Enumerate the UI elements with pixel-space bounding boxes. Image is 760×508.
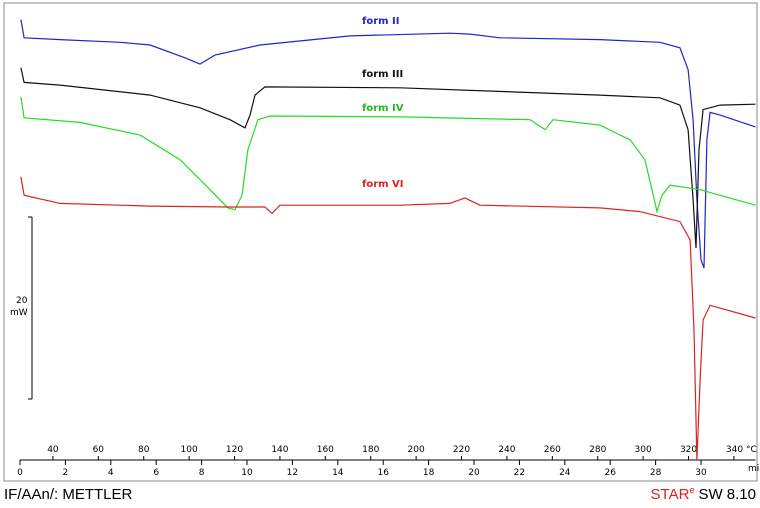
x2-tick-label: 320: [680, 445, 697, 455]
x-tick-label: 14: [332, 468, 344, 478]
x2-tick-label: 140: [271, 445, 288, 455]
frame: [3, 2, 758, 482]
x2-tick-label: 80: [138, 445, 150, 455]
footer-right: STARe SW 8.10: [651, 485, 756, 503]
x2-tick-label: 100: [181, 445, 198, 455]
x2-tick-label: 200: [408, 445, 425, 455]
x-tick-label: 22: [514, 468, 525, 478]
series-label: form VI: [362, 179, 404, 190]
brand-sup: e: [689, 485, 694, 495]
series-label: form II: [362, 16, 400, 27]
x2-tick-label: 40: [47, 445, 59, 455]
scale-bar-unit: mW: [10, 308, 28, 318]
footer-left: IF/AAn/: METTLER: [4, 486, 133, 503]
x2-tick-label: 180: [362, 445, 379, 455]
data-line: [20, 176, 756, 461]
x-tick-label: 26: [604, 468, 616, 478]
x2-tick-label: 280: [589, 445, 606, 455]
x2-tick-label: 300: [635, 445, 652, 455]
series-label: form IV: [362, 103, 404, 114]
brand: STAR: [651, 486, 690, 503]
version: SW 8.10: [698, 486, 756, 503]
x-axis-label: min: [748, 464, 760, 474]
x2-tick-label: 340 °C: [726, 445, 757, 455]
x-tick-label: 2: [63, 468, 69, 478]
x-tick-label: 30: [695, 468, 707, 478]
x-tick-label: 24: [559, 468, 571, 478]
x2-tick-label: 240: [498, 445, 515, 455]
x-tick-label: 20: [468, 468, 480, 478]
x-tick-label: 16: [377, 468, 389, 478]
x-tick-label: 10: [241, 468, 253, 478]
x-tick-label: 4: [108, 468, 114, 478]
x-tick-label: 28: [650, 468, 662, 478]
x2-tick-label: 60: [93, 445, 105, 455]
x-tick-label: 0: [17, 468, 23, 478]
x2-tick-label: 160: [317, 445, 334, 455]
series-label: form III: [362, 69, 403, 80]
x2-tick-label: 260: [544, 445, 561, 455]
data-line: [20, 67, 756, 249]
x-tick-label: 12: [287, 468, 298, 478]
x2-tick-label: 220: [453, 445, 470, 455]
x-tick-label: 8: [199, 468, 205, 478]
x2-tick-label: 120: [226, 445, 243, 455]
x-tick-label: 18: [423, 468, 435, 478]
scale-bar-value: 20: [16, 296, 28, 306]
data-line: [20, 19, 756, 269]
data-line: [20, 96, 756, 214]
x-tick-label: 6: [153, 468, 159, 478]
